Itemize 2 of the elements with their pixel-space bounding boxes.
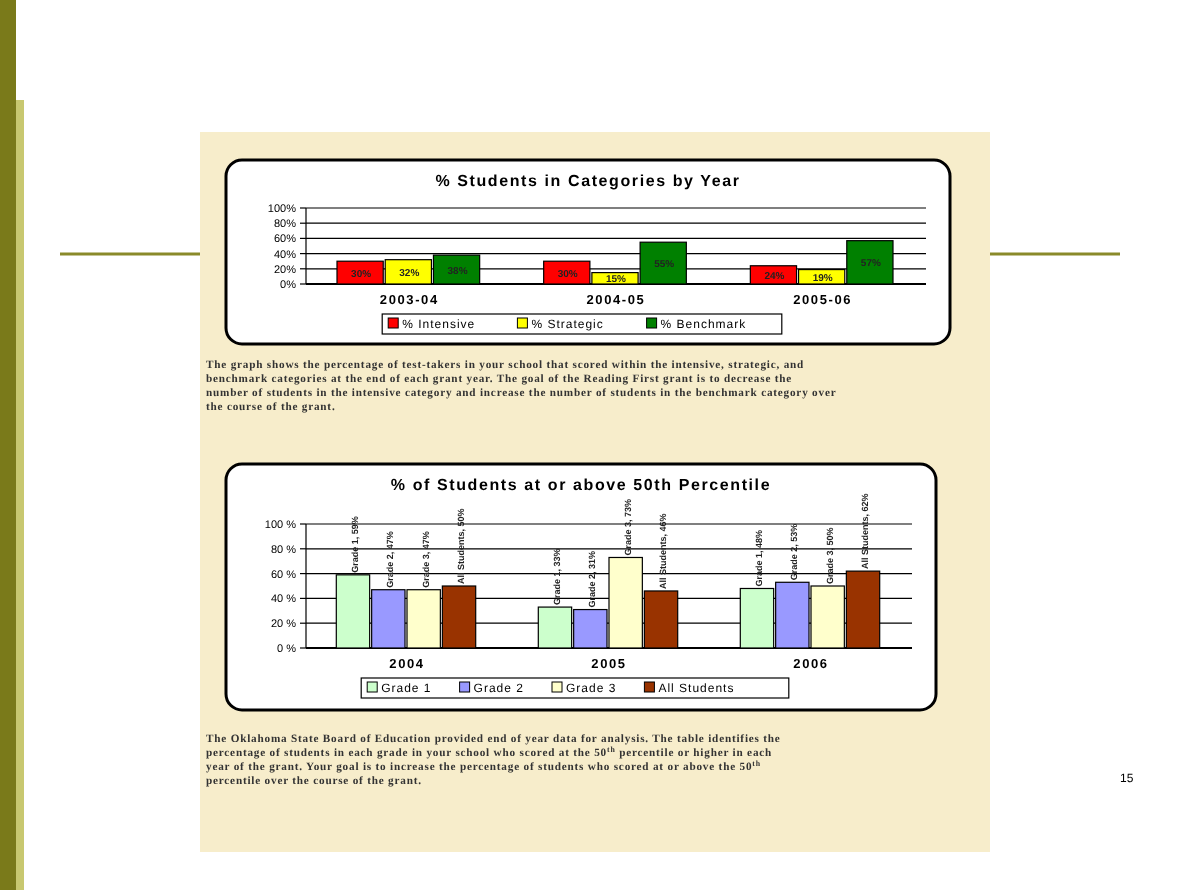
chart-title: % Students in Categories by Year bbox=[435, 172, 741, 190]
chart-title: % of Students at or above 50th Percentile bbox=[390, 476, 772, 494]
